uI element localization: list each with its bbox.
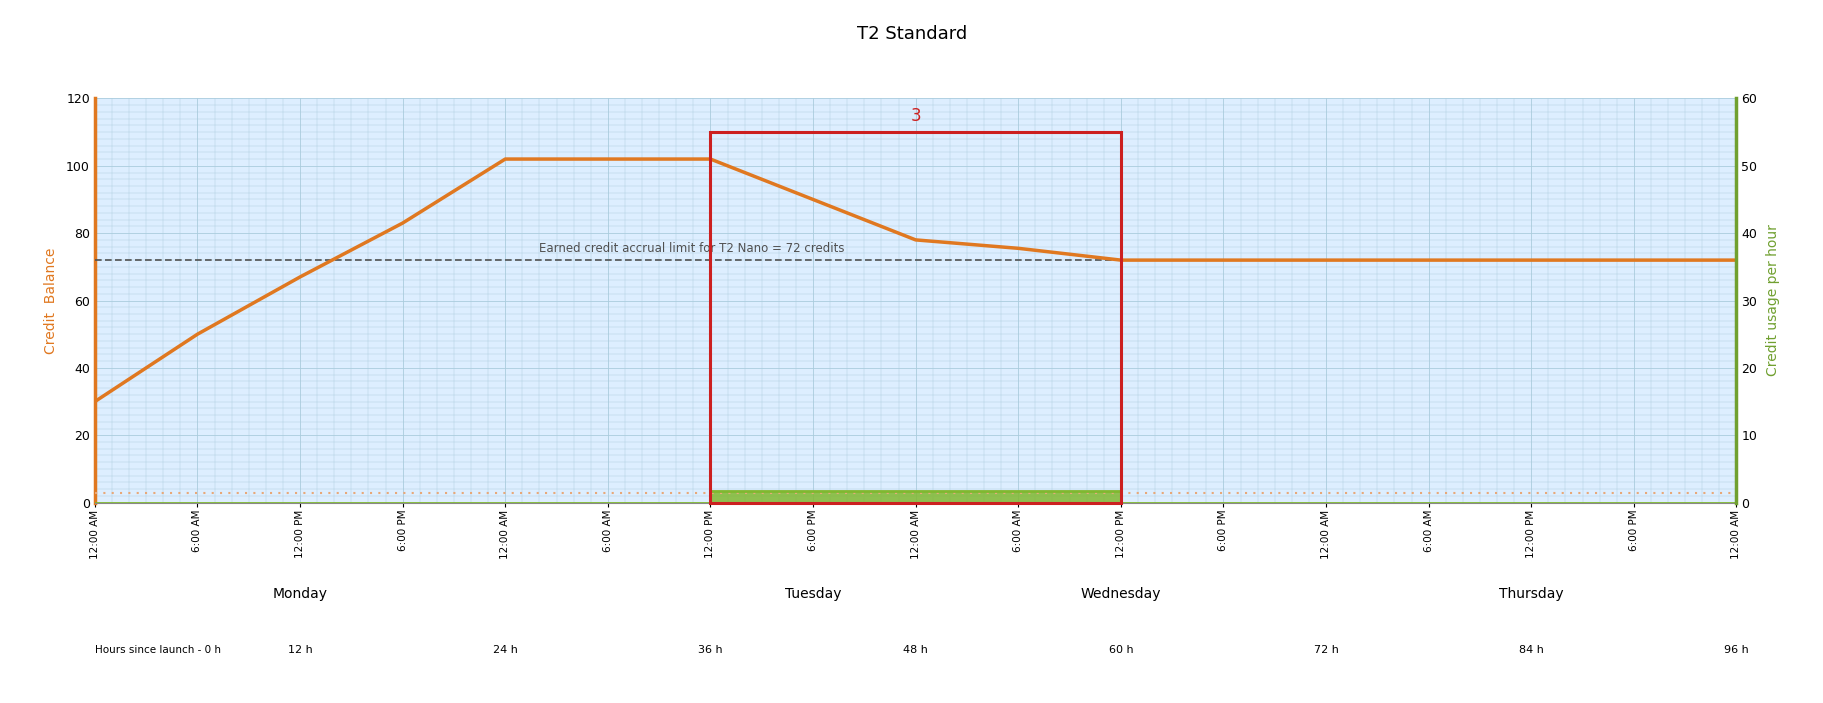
Text: 84 h: 84 h [1519,645,1542,655]
Text: Earned credit accrual limit for T2 Nano = 72 credits: Earned credit accrual limit for T2 Nano … [540,242,844,255]
Text: 24 h: 24 h [492,645,518,655]
Text: 3: 3 [910,108,921,125]
Text: Thursday: Thursday [1499,587,1562,601]
Text: Tuesday: Tuesday [784,587,840,601]
Text: Wednesday: Wednesday [1079,587,1161,601]
Text: 36 h: 36 h [698,645,722,655]
Bar [711,132,1119,503]
Text: 48 h: 48 h [902,645,928,655]
Text: Monday: Monday [272,587,328,601]
Text: 96 h: 96 h [1723,645,1748,655]
Text: 12 h: 12 h [288,645,312,655]
Text: T2 Standard: T2 Standard [857,25,966,43]
Text: 60 h: 60 h [1108,645,1132,655]
Y-axis label: Credit usage per hour: Credit usage per hour [1765,224,1779,377]
Text: 72 h: 72 h [1313,645,1338,655]
Y-axis label: Credit  Balance: Credit Balance [44,247,58,354]
Text: Hours since launch - 0 h: Hours since launch - 0 h [95,645,221,655]
